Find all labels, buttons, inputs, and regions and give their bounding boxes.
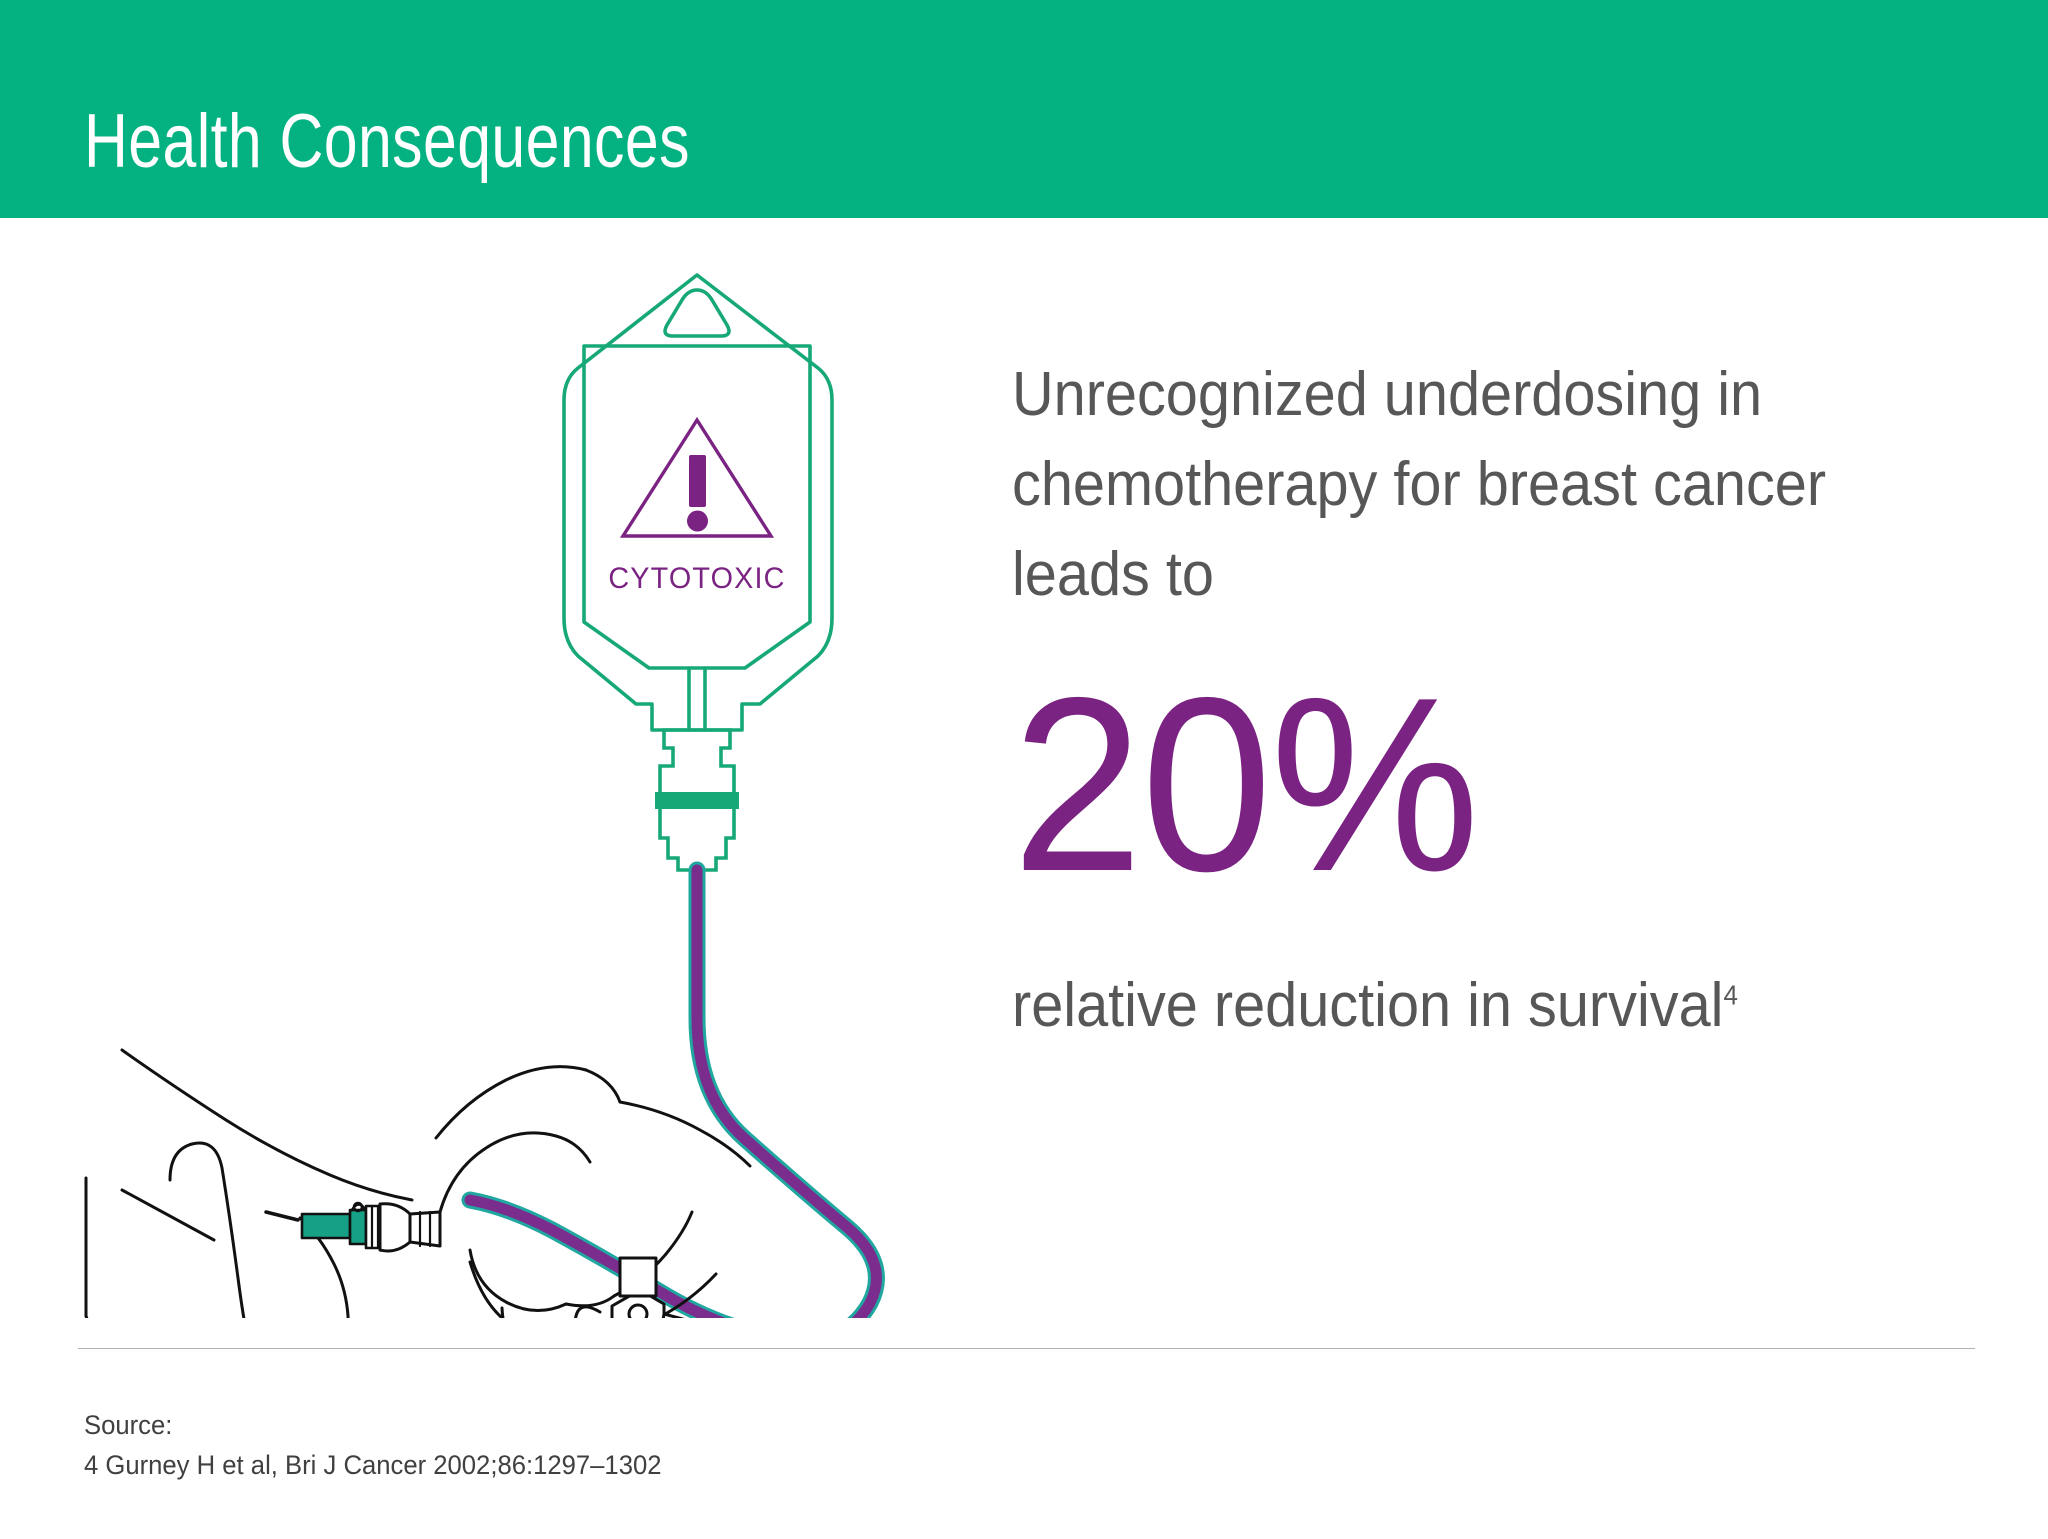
big-statistic-wrap: 20% bbox=[1012, 660, 2012, 920]
lede-line-3: leads to bbox=[1012, 540, 1214, 609]
lede-line-2: chemotherapy for breast cancer bbox=[1012, 450, 1827, 519]
footer-divider bbox=[78, 1348, 1975, 1349]
big-statistic: 20% bbox=[1012, 645, 1480, 923]
footnote-marker: 4 bbox=[1723, 979, 1738, 1011]
header-band: Health Consequences bbox=[0, 0, 2048, 218]
drip-chamber-icon bbox=[658, 728, 736, 872]
statement-column: Unrecognized underdosing in chemotherapy… bbox=[1012, 350, 2012, 1044]
hands-line-art bbox=[84, 1048, 752, 1318]
statistic-caption-text: relative reduction in survival bbox=[1012, 971, 1724, 1040]
source-citation: 4 Gurney H et al, Bri J Cancer 2002;86:1… bbox=[84, 1450, 662, 1480]
stopcock-valve bbox=[574, 1256, 685, 1318]
cannula-hub bbox=[264, 1201, 382, 1250]
illustration-panel: CYTOTOXIC bbox=[0, 218, 1000, 1318]
warning-triangle-exclamation-icon bbox=[619, 416, 775, 538]
iv-infusion-illustration: CYTOTOXIC bbox=[84, 273, 885, 1318]
lede-paragraph: Unrecognized underdosing in chemotherapy… bbox=[1012, 350, 1942, 620]
statistic-caption: relative reduction in survival4 bbox=[1012, 968, 1942, 1044]
cytotoxic-label: CYTOTOXIC bbox=[608, 561, 785, 595]
source-block: Source: 4 Gurney H et al, Bri J Cancer 2… bbox=[84, 1405, 661, 1485]
lede-line-1: Unrecognized underdosing in bbox=[1012, 360, 1763, 429]
iv-tubing bbox=[461, 861, 885, 1318]
source-label: Source: bbox=[84, 1410, 173, 1440]
page-title: Health Consequences bbox=[84, 99, 690, 184]
drip-chamber-band bbox=[655, 792, 739, 809]
